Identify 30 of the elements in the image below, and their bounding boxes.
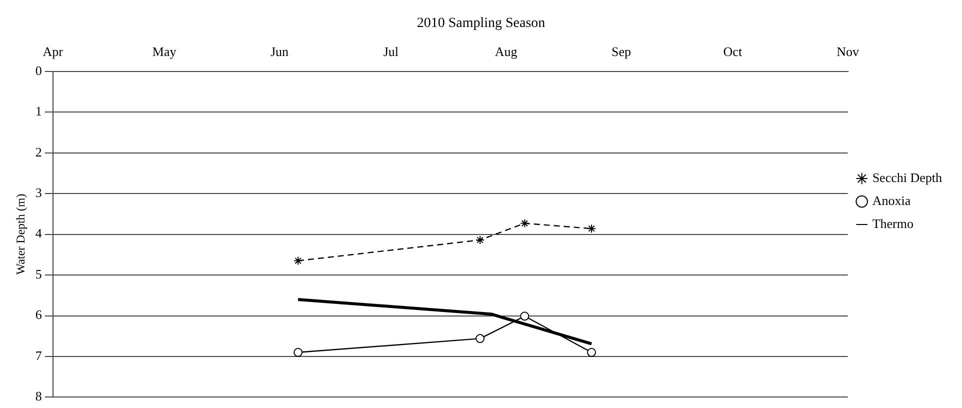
point [587, 348, 596, 357]
legend-label: Thermo [872, 216, 914, 231]
y-tick-label: 6 [35, 307, 42, 322]
point [476, 334, 485, 344]
x-tick-label: Jul [383, 44, 399, 60]
y-axis-title: Water Depth (m) [13, 194, 28, 275]
x-tick-label: Apr [42, 44, 64, 60]
y-tick-label: 8 [35, 388, 42, 404]
y-tick-label: 0 [35, 62, 42, 78]
y-tick-label: 1 [35, 104, 42, 119]
x-tick-label: Oct [723, 44, 742, 60]
x-tick-label: Jun [270, 44, 290, 60]
point [520, 218, 530, 228]
y-tick-label: 5 [35, 266, 42, 282]
y-tick-label: 7 [35, 348, 42, 363]
y-tick-label: 3 [35, 184, 42, 200]
point [476, 236, 485, 244]
legend-label: Anoxia [872, 192, 911, 208]
point [587, 224, 596, 234]
x-tick-label: May [152, 44, 177, 60]
x-tick-label: Sep [611, 44, 631, 60]
x-tick-label: Aug [494, 44, 518, 60]
x-tick-label: Nov [836, 44, 860, 60]
y-tick-label: 4 [35, 226, 42, 241]
y-tick-label: 2 [35, 144, 42, 160]
point [520, 312, 530, 321]
legend-label: Secchi Depth [872, 170, 942, 185]
point [294, 256, 303, 266]
point [294, 348, 303, 357]
chart-title: 2010 Sampling Season [416, 16, 546, 32]
